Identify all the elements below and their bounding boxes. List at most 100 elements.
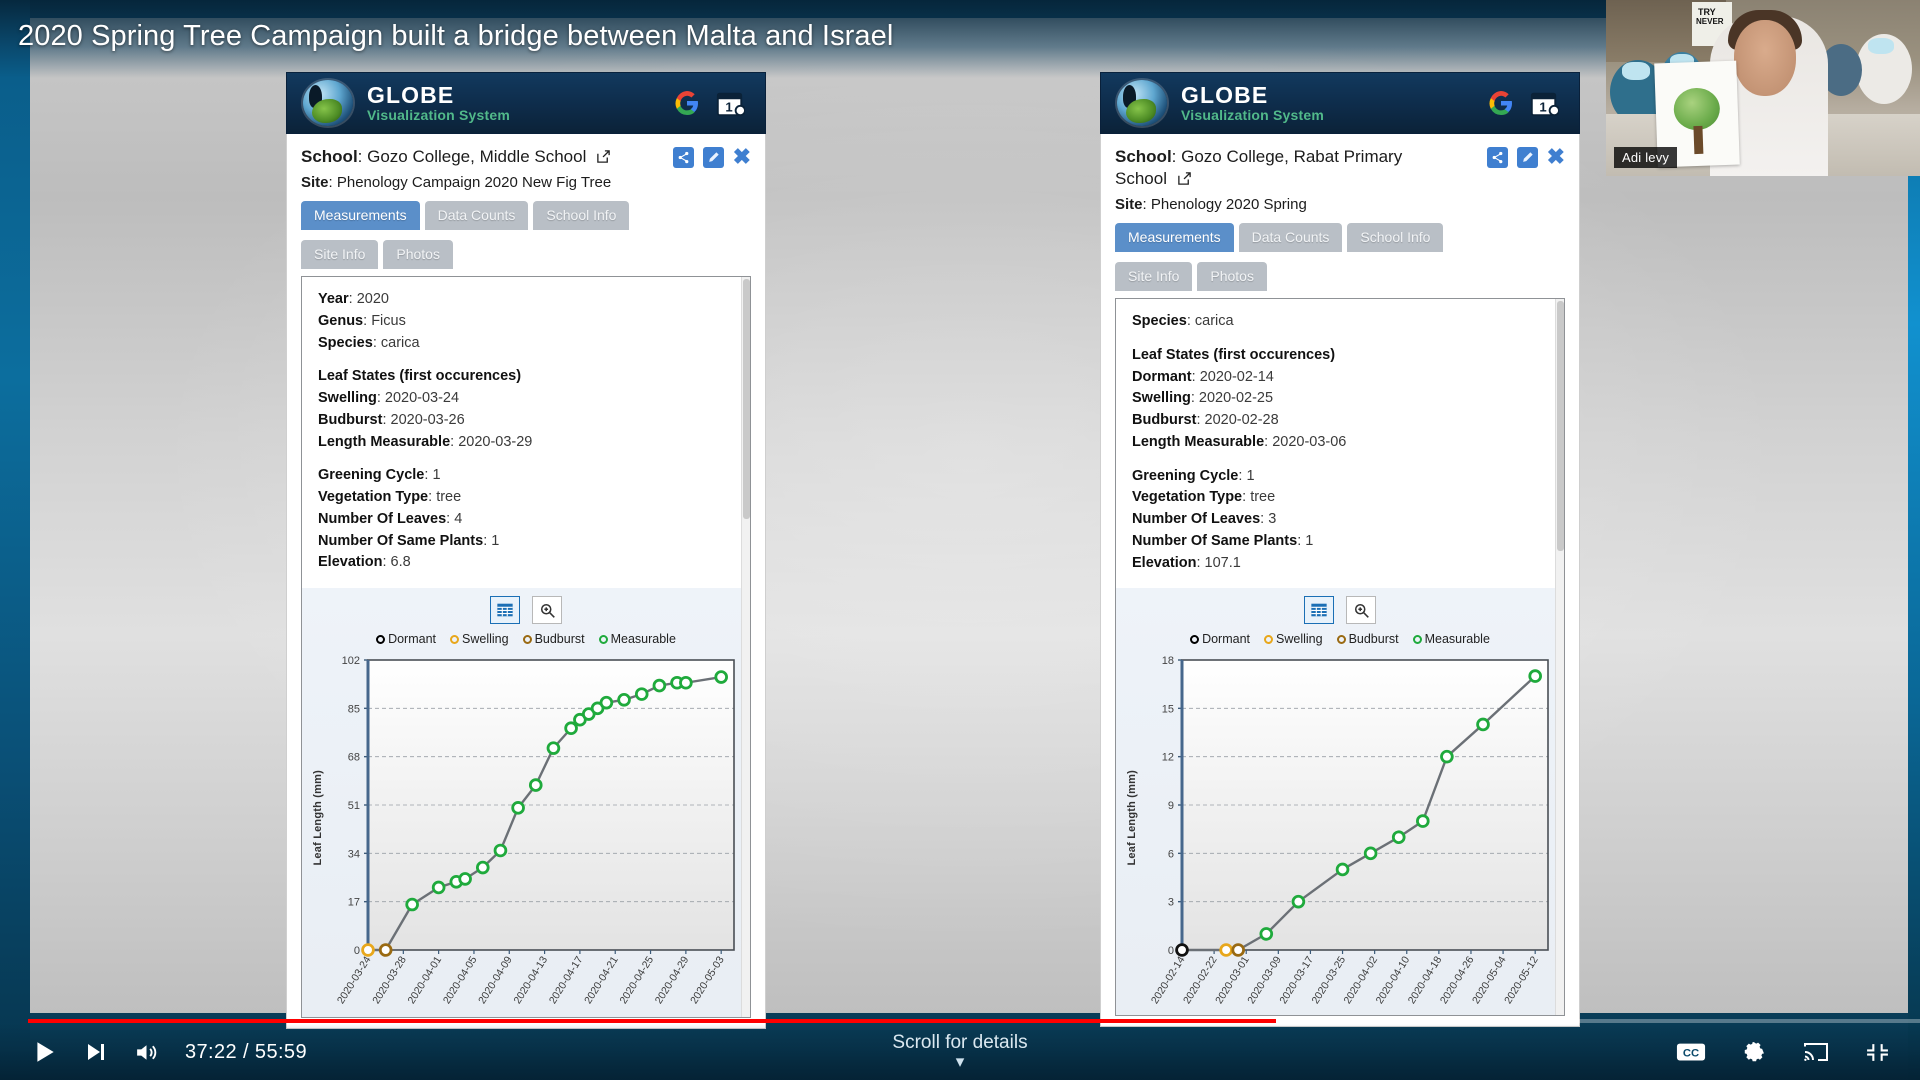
tab-photos[interactable]: Photos bbox=[383, 240, 453, 270]
tab-measurements[interactable]: Measurements bbox=[1115, 223, 1234, 253]
svg-text:1: 1 bbox=[725, 99, 732, 114]
close-button[interactable]: ✖ bbox=[1546, 144, 1565, 169]
detail-value: 1 bbox=[432, 467, 441, 484]
tree-trunk bbox=[1693, 125, 1704, 155]
leaf-state-value: 2020-02-25 bbox=[1198, 390, 1274, 407]
external-link-icon[interactable] bbox=[596, 148, 611, 170]
tab-photos[interactable]: Photos bbox=[1197, 262, 1267, 292]
detail-label: Greening Cycle bbox=[1132, 467, 1239, 484]
panel-scrollbar-left[interactable] bbox=[741, 277, 750, 1018]
svg-text:68: 68 bbox=[348, 752, 360, 764]
detail-value: 1 bbox=[491, 532, 500, 549]
detail-label: Vegetation Type bbox=[318, 489, 429, 506]
progress-bar[interactable] bbox=[0, 1019, 1920, 1024]
svg-text:2020-04-09: 2020-04-09 bbox=[476, 954, 515, 1006]
tab-school-info[interactable]: School Info bbox=[533, 201, 630, 231]
leaf-state-label: Length Measurable bbox=[1132, 433, 1265, 450]
detail-label: Number Of Leaves bbox=[318, 510, 447, 527]
settings-gear-icon[interactable] bbox=[1742, 1040, 1767, 1065]
school-line-right: School: Gozo College, Rabat Primary Scho… bbox=[1115, 146, 1565, 192]
tab-site-info[interactable]: Site Info bbox=[301, 240, 379, 270]
webcam-overlay[interactable]: TRY NEVER Adi levy bbox=[1606, 0, 1920, 176]
tab-site-info[interactable]: Site Info bbox=[1115, 262, 1193, 292]
table-view-icon[interactable] bbox=[490, 596, 520, 625]
chart-legend-right: Dormant Swelling Budburst Measurable bbox=[1116, 624, 1564, 650]
chart-toolbar-right bbox=[1116, 588, 1564, 625]
meta-value: Ficus bbox=[371, 312, 406, 329]
svg-text:6: 6 bbox=[1168, 849, 1174, 861]
data-point bbox=[617, 693, 631, 707]
data-point bbox=[475, 860, 490, 875]
data-point bbox=[1440, 750, 1454, 764]
video-title-bar: 2020 Spring Tree Campaign built a bridge… bbox=[0, 0, 1920, 78]
video-title: 2020 Spring Tree Campaign built a bridge… bbox=[18, 20, 894, 52]
data-point bbox=[634, 687, 649, 702]
data-point bbox=[378, 943, 393, 957]
svg-text:17: 17 bbox=[348, 897, 360, 909]
zoom-in-icon[interactable] bbox=[532, 596, 562, 625]
share-button[interactable] bbox=[1486, 146, 1508, 168]
poster-line-1: TRY bbox=[1698, 7, 1716, 17]
globe-brand-name: GLOBE bbox=[367, 81, 455, 108]
chart-toolbar-left bbox=[302, 588, 750, 625]
share-button[interactable] bbox=[672, 146, 694, 168]
poster-line-2: NEVER bbox=[1696, 17, 1724, 26]
next-video-button[interactable] bbox=[84, 1040, 108, 1064]
google-icon[interactable] bbox=[675, 91, 699, 115]
globe-card-left: GLOBE Visualization System 1 bbox=[286, 72, 766, 1030]
tab-data-counts[interactable]: Data Counts bbox=[424, 201, 529, 231]
site-label: Site bbox=[1115, 196, 1143, 214]
panel-scrollbar-right[interactable] bbox=[1555, 299, 1564, 1016]
cast-icon[interactable] bbox=[1803, 1041, 1829, 1063]
detail-value: tree bbox=[1250, 489, 1276, 506]
globe-logo-icon bbox=[1117, 80, 1167, 126]
tab-measurements[interactable]: Measurements bbox=[301, 201, 420, 231]
scroll-hint[interactable]: Scroll for details ▾ bbox=[0, 1032, 1920, 1072]
calendar-icon[interactable]: 1 bbox=[1529, 88, 1560, 118]
data-point bbox=[679, 676, 693, 690]
data-point bbox=[714, 670, 728, 684]
captions-icon[interactable]: CC bbox=[1676, 1041, 1706, 1063]
measurements-panel-right: Species: carica Leaf States (first occur… bbox=[1115, 298, 1565, 1017]
leaf-state-value: 2020-02-14 bbox=[1199, 368, 1274, 385]
calendar-icon[interactable]: 1 bbox=[715, 88, 746, 118]
data-point bbox=[1335, 863, 1350, 877]
svg-text:CC: CC bbox=[1683, 1048, 1699, 1060]
measurements-panel-left: Year: 2020 Genus: Ficus Species: carica … bbox=[301, 276, 751, 1019]
google-icon[interactable] bbox=[1489, 91, 1513, 115]
svg-text:51: 51 bbox=[348, 800, 360, 812]
detail-label: Elevation bbox=[318, 554, 383, 571]
detail-label: Number Of Same Plants bbox=[1132, 532, 1298, 549]
legend-budburst: Budburst bbox=[1348, 632, 1399, 647]
tab-school-info[interactable]: School Info bbox=[1347, 223, 1444, 253]
close-button[interactable]: ✖ bbox=[732, 144, 751, 169]
exit-fullscreen-icon[interactable] bbox=[1865, 1040, 1890, 1065]
globe-card-right: GLOBE Visualization System 1 bbox=[1100, 72, 1580, 1028]
data-point bbox=[493, 843, 508, 858]
tab-data-counts[interactable]: Data Counts bbox=[1238, 223, 1343, 253]
zoom-in-icon[interactable] bbox=[1346, 596, 1376, 625]
leaf-states-heading: Leaf States (first occurences) bbox=[1132, 346, 1336, 363]
play-button[interactable] bbox=[32, 1039, 58, 1065]
external-link-icon[interactable] bbox=[1177, 170, 1192, 192]
speaker-name-badge: Adi levy bbox=[1614, 147, 1678, 168]
svg-text:12: 12 bbox=[1162, 752, 1174, 764]
chart-svg-right: 03691215182020-02-142020-02-222020-03-01… bbox=[1149, 655, 1549, 1007]
data-point bbox=[1175, 943, 1189, 958]
volume-button[interactable] bbox=[134, 1040, 159, 1065]
leaf-state-value: 2020-03-24 bbox=[384, 390, 460, 407]
school-label: School bbox=[1115, 147, 1172, 166]
legend-measurable: Measurable bbox=[610, 632, 676, 647]
time-display: 37:22 / 55:59 bbox=[185, 1040, 307, 1063]
table-view-icon[interactable] bbox=[1304, 596, 1334, 625]
legend-swelling: Swelling bbox=[1276, 632, 1323, 647]
leaf-state-label: Budburst bbox=[318, 411, 383, 428]
legend-dormant: Dormant bbox=[1202, 632, 1250, 647]
meta-label: Year bbox=[318, 291, 349, 308]
detail-value: 107.1 bbox=[1204, 554, 1241, 571]
data-point bbox=[1219, 943, 1233, 958]
edit-button[interactable] bbox=[702, 146, 724, 168]
data-point bbox=[405, 897, 419, 912]
edit-button[interactable] bbox=[1516, 146, 1538, 168]
leaf-state-label: Swelling bbox=[318, 390, 377, 407]
